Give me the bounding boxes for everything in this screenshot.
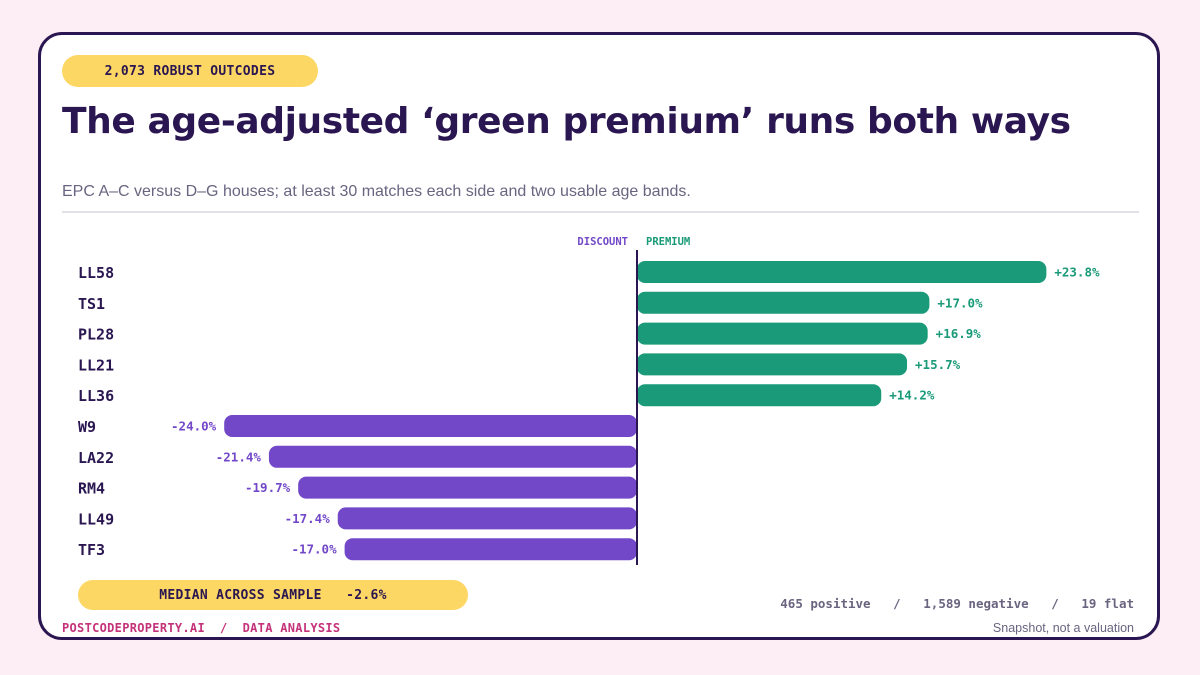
category-label: LL49 [78, 510, 114, 528]
bar [344, 538, 637, 561]
bar [637, 291, 930, 314]
negative-count: 1,589 negative [923, 596, 1029, 611]
bar [224, 415, 637, 437]
category-label: LL21 [78, 356, 114, 374]
bar [298, 476, 637, 499]
chart-subtitle: EPC A–C versus D–G houses; at least 30 m… [62, 183, 691, 200]
median-label: MEDIAN ACROSS SAMPLE [159, 587, 322, 603]
counts-separator: / [1051, 596, 1059, 611]
flat-count: 19 flat [1081, 596, 1134, 611]
premium-axis-label: PREMIUM [646, 236, 690, 248]
data-label: -17.0% [291, 542, 337, 557]
data-label: +16.9% [936, 326, 982, 341]
category-label: TS1 [78, 295, 105, 313]
category-label: LA22 [78, 449, 114, 467]
data-label: -17.4% [285, 511, 331, 526]
brand-name: POSTCODEPROPERTY.AI [62, 621, 205, 635]
outcodes-badge: 2,073 ROBUST OUTCODES [62, 55, 318, 87]
section-name: DATA ANALYSIS [242, 621, 341, 635]
data-label: -21.4% [216, 449, 262, 464]
data-label: +23.8% [1054, 265, 1100, 280]
discount-axis-label: DISCOUNT [577, 236, 628, 248]
counts-separator: / [893, 596, 901, 611]
chart-title: The age-adjusted ‘green premium’ runs bo… [62, 101, 1071, 142]
category-label: LL58 [78, 264, 114, 282]
category-label: PL28 [78, 326, 114, 344]
category-label: RM4 [78, 480, 105, 498]
data-label: -24.0% [171, 419, 217, 434]
outcome-counts: 465 positive / 1,589 negative / 19 flat [780, 596, 1134, 611]
data-label: +15.7% [915, 357, 961, 372]
data-label: +17.0% [937, 295, 983, 310]
median-badge: MEDIAN ACROSS SAMPLE -2.6% [78, 580, 468, 610]
bar [637, 261, 1047, 283]
data-label: +14.2% [889, 388, 935, 403]
bar [637, 384, 882, 407]
bar [337, 507, 637, 530]
brand-separator: / [220, 621, 228, 635]
data-label: -19.7% [245, 480, 291, 495]
footer-note: Snapshot, not a valuation [992, 621, 1134, 635]
positive-count: 465 positive [780, 596, 871, 611]
bar [637, 322, 928, 345]
footer-brand: POSTCODEPROPERTY.AI / DATA ANALYSIS [62, 621, 340, 635]
header-divider [62, 211, 1139, 213]
bar [268, 445, 637, 468]
category-label: LL36 [78, 387, 114, 405]
median-value: -2.6% [346, 587, 387, 603]
bar [637, 353, 908, 376]
category-label: W9 [78, 418, 96, 436]
category-label: TF3 [78, 541, 105, 559]
